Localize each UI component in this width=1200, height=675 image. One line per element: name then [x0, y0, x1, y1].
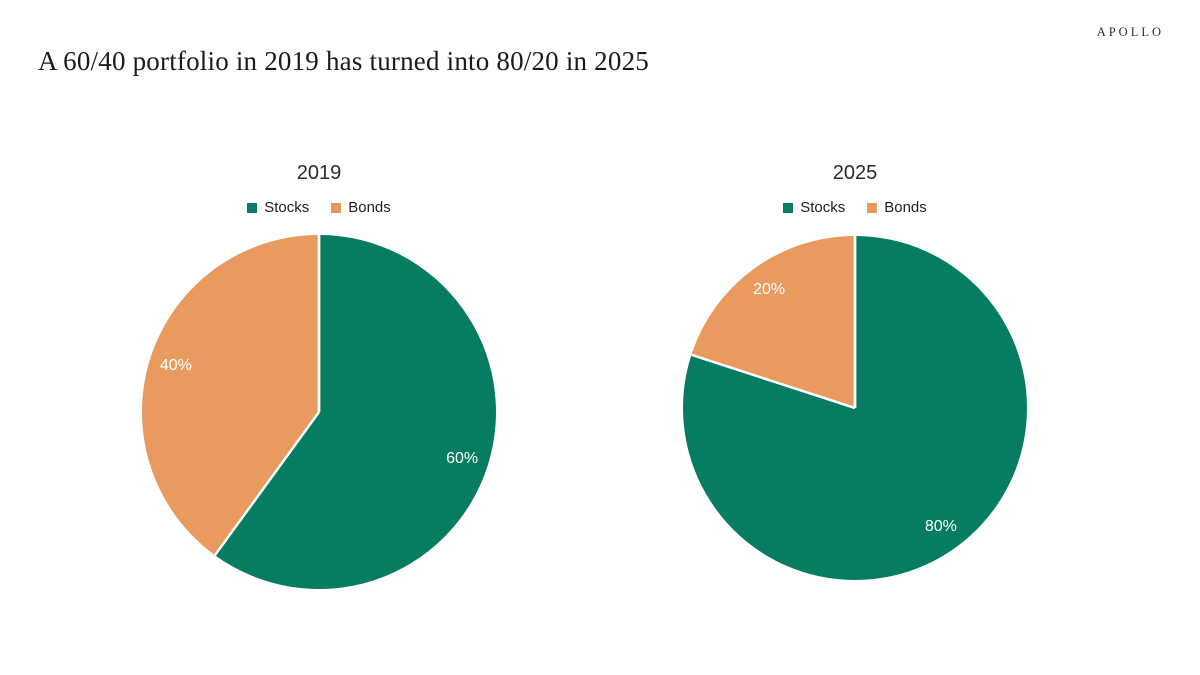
pie-slice-stocks — [214, 235, 496, 589]
legend-swatch-bonds — [867, 202, 878, 213]
pie-chart-2019: 2019 Stocks Bonds 60% 40% — [129, 160, 509, 630]
pie-data-label: 60% — [446, 450, 478, 467]
apollo-logo: APOLLO — [1096, 25, 1164, 39]
pie-2025: 80% 20% — [683, 236, 1028, 580]
legend: Stocks Bonds — [665, 199, 1045, 216]
pie-data-label: 40% — [160, 357, 192, 374]
pie-slice-divider — [213, 411, 321, 556]
pie-slice-bonds — [141, 234, 319, 556]
legend-swatch-stocks — [247, 202, 258, 213]
legend-label-bonds: Bonds — [348, 199, 391, 216]
chart-title: 2025 — [832, 162, 878, 184]
legend: Stocks Bonds — [129, 199, 509, 216]
legend-label-bonds: Bonds — [884, 199, 927, 216]
pie-data-label: 20% — [753, 281, 785, 298]
legend-item-stocks: Stocks — [247, 199, 309, 216]
legend-item-bonds: Bonds — [867, 199, 927, 216]
legend-item-bonds: Bonds — [331, 199, 391, 216]
legend-item-stocks: Stocks — [783, 199, 845, 216]
chart-title: 2019 — [296, 162, 342, 184]
legend-label-stocks: Stocks — [800, 199, 846, 216]
legend-label-stocks: Stocks — [264, 199, 310, 216]
pie-2019: 60% 40% — [141, 234, 496, 589]
pie-slice-divider — [691, 353, 856, 410]
pie-slice-bonds — [691, 236, 855, 408]
page-title: A 60/40 portfolio in 2019 has turned int… — [38, 46, 649, 76]
pie-chart-2025: 2025 Stocks Bonds 80% 20% — [665, 160, 1045, 630]
legend-swatch-stocks — [783, 202, 794, 213]
legend-swatch-bonds — [331, 202, 342, 213]
pie-data-label: 80% — [925, 518, 957, 535]
